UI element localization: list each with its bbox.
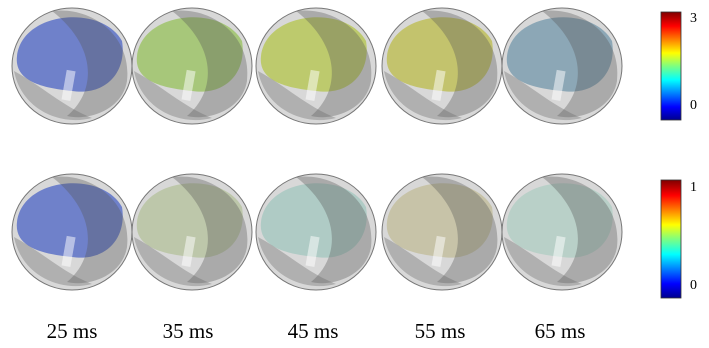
figure: 3 0 1 0 25 ms 35 ms 45 ms 55 ms 65 ms xyxy=(0,0,709,348)
time-label: 55 ms xyxy=(415,319,466,343)
colorbar-max: 3 xyxy=(690,11,697,26)
time-label: 25 ms xyxy=(47,319,98,343)
colorbar-max: 1 xyxy=(690,180,697,195)
time-label: 65 ms xyxy=(535,319,586,343)
colorbar xyxy=(661,180,681,298)
colorbar-min: 0 xyxy=(690,278,697,293)
time-label: 35 ms xyxy=(163,319,214,343)
brain-renderings xyxy=(12,8,622,290)
time-label: 45 ms xyxy=(288,319,339,343)
colorbar-min: 0 xyxy=(690,98,697,113)
colorbar xyxy=(661,12,681,120)
